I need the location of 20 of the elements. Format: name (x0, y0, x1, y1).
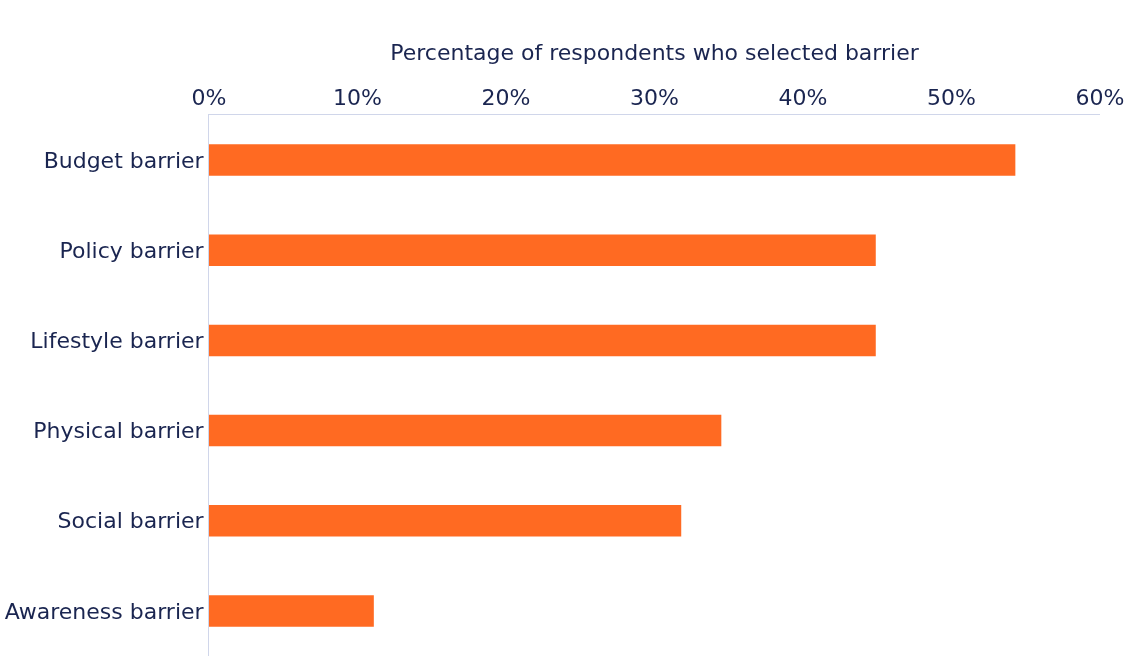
x-axis-title: Percentage of respondents who selected barrier (390, 40, 920, 65)
x-tick-label: 60% (1075, 85, 1125, 111)
x-tick-label: 10% (333, 85, 382, 111)
bar (209, 414, 722, 447)
y-tick-label: Lifestyle barrier (30, 328, 205, 354)
y-tick-label: Social barrier (57, 508, 205, 534)
bar (209, 144, 1016, 176)
bar (209, 234, 876, 267)
x-tick-label: 30% (630, 85, 679, 111)
x-tick-label: 50% (927, 85, 976, 111)
y-tick-label: Physical barrier (33, 418, 205, 444)
y-tick-label: Awareness barrier (4, 598, 205, 624)
y-tick-label: Budget barrier (43, 147, 205, 173)
bar (209, 595, 374, 627)
x-tick-label: 40% (778, 85, 828, 111)
y-tick-label: Policy barrier (59, 237, 205, 263)
x-tick-label: 20% (481, 85, 531, 111)
bar (209, 504, 682, 537)
x-tick-label: 0% (191, 85, 227, 111)
bar (209, 324, 876, 357)
